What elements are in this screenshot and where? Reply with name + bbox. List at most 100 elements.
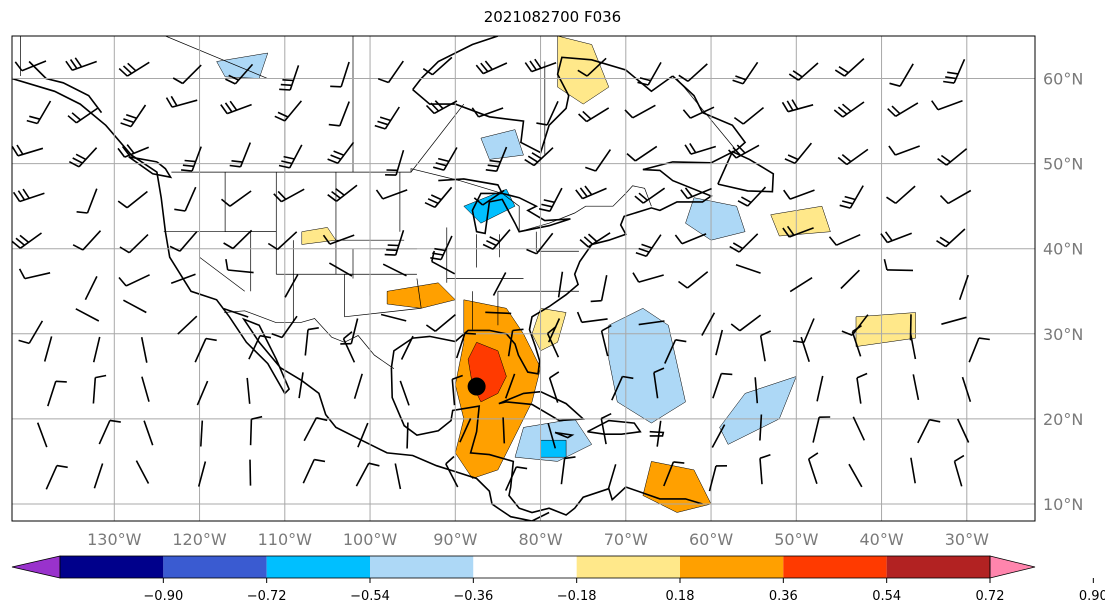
wind-barb bbox=[375, 189, 408, 200]
wind-barb bbox=[732, 61, 759, 85]
wind-barb bbox=[492, 272, 507, 296]
longitude-tick-label: 90°W bbox=[433, 530, 477, 549]
wind-barb bbox=[330, 61, 350, 88]
longitude-ticks: 130°W 120°W 110°W 100°W 90°W 80°W 70°W 60°W 50°W… bbox=[87, 530, 989, 549]
jamaica-outline bbox=[554, 431, 575, 439]
wind-barb bbox=[678, 63, 708, 82]
wind-barb bbox=[956, 418, 970, 443]
wind-barb bbox=[910, 457, 916, 484]
colorbar-level-label: 0.36 bbox=[769, 589, 798, 604]
wind-barb bbox=[135, 460, 150, 484]
wind-barb bbox=[936, 228, 966, 248]
wind-barb bbox=[546, 325, 560, 358]
wind-barb bbox=[459, 418, 472, 443]
wind-barb bbox=[200, 420, 204, 447]
wind-barb bbox=[682, 106, 715, 119]
wind-barb bbox=[754, 377, 759, 404]
wind-barb bbox=[958, 274, 969, 300]
wind-barb bbox=[961, 376, 972, 403]
wind-barb bbox=[912, 374, 920, 401]
wind-barb bbox=[578, 107, 610, 123]
wind-barb bbox=[917, 418, 941, 444]
longitude-tick-label: 30°W bbox=[945, 530, 989, 549]
colorbar-swatch bbox=[783, 556, 887, 578]
us-canada-border bbox=[171, 168, 652, 233]
wind-barb bbox=[68, 147, 98, 168]
wind-barb bbox=[708, 465, 728, 492]
colorbar-swatch bbox=[60, 556, 164, 578]
wind-barb bbox=[76, 188, 98, 214]
wind-barb bbox=[611, 375, 634, 401]
colorbar-swatch bbox=[370, 556, 474, 578]
negative-anomaly-nova-scotia bbox=[685, 197, 746, 241]
longitude-tick-label: 100°W bbox=[343, 530, 398, 549]
wind-barb bbox=[547, 423, 557, 449]
map-title: 2021082700 F036 bbox=[483, 8, 622, 26]
wind-barb bbox=[473, 189, 505, 206]
wind-barb bbox=[174, 186, 197, 212]
wind-barb bbox=[931, 100, 963, 111]
wind-barb bbox=[941, 316, 967, 325]
colorbar-extend-low bbox=[11, 555, 61, 579]
state-border bbox=[199, 256, 245, 292]
wind-barb bbox=[279, 65, 300, 91]
wind-barb bbox=[968, 337, 990, 363]
wind-barb bbox=[248, 334, 272, 360]
wind-barb bbox=[759, 453, 771, 485]
gulf-caribbean-coastline bbox=[390, 367, 703, 516]
wind-barb bbox=[600, 324, 612, 357]
wind-barb bbox=[576, 311, 608, 324]
wind-barb bbox=[197, 461, 207, 487]
wind-barb bbox=[538, 187, 563, 212]
wind-barb bbox=[888, 145, 920, 156]
wind-barb bbox=[169, 230, 198, 252]
newfoundland-outline bbox=[717, 150, 775, 193]
positive-anomaly-mid-atlantic bbox=[855, 312, 916, 347]
wind-barb bbox=[98, 419, 121, 445]
wind-barb bbox=[759, 414, 763, 441]
wind-barb bbox=[624, 104, 656, 119]
anomaly-field bbox=[216, 36, 916, 513]
latitude-tick-label: 40°N bbox=[1043, 240, 1083, 259]
negative-anomaly-hudson bbox=[480, 129, 524, 160]
wind-barb bbox=[267, 231, 298, 251]
wind-barb bbox=[507, 328, 524, 357]
wind-barb bbox=[712, 372, 733, 399]
wind-barb bbox=[406, 422, 409, 449]
wind-barb bbox=[733, 106, 765, 125]
wind-barb bbox=[342, 331, 356, 363]
wind-barb bbox=[120, 104, 147, 128]
wind-barb bbox=[684, 142, 717, 155]
wind-barb bbox=[502, 417, 506, 444]
wind-barb bbox=[170, 273, 196, 285]
wind-barb bbox=[807, 452, 819, 484]
wind-barb bbox=[560, 456, 576, 485]
negative-anomaly-tropical bbox=[719, 375, 797, 445]
wind-barb bbox=[663, 461, 685, 487]
province-border bbox=[165, 36, 268, 79]
state-border bbox=[416, 278, 422, 309]
wind-barb bbox=[374, 106, 400, 130]
wind-barb bbox=[43, 336, 53, 362]
wind-barb bbox=[329, 262, 353, 277]
wind-barb bbox=[851, 325, 862, 357]
wind-barb bbox=[47, 380, 67, 407]
coastlines bbox=[12, 36, 775, 521]
colorbar-level-label: −0.18 bbox=[557, 589, 597, 604]
wind-barb bbox=[119, 234, 149, 254]
colorbar-swatch bbox=[576, 556, 680, 578]
wind-barb bbox=[273, 188, 305, 203]
wind-barb bbox=[225, 258, 254, 274]
wind-barb bbox=[548, 371, 560, 403]
wind-barb bbox=[425, 313, 456, 332]
wind-barb bbox=[848, 463, 863, 488]
wind-barb bbox=[653, 367, 665, 399]
wind-barb bbox=[194, 337, 217, 363]
latitude-tick-label: 60°N bbox=[1043, 70, 1083, 89]
wind-barb bbox=[246, 377, 251, 404]
positive-anomaly-plains bbox=[386, 282, 456, 309]
wind-barb bbox=[451, 374, 463, 406]
wind-barb bbox=[322, 234, 355, 245]
wind-barb bbox=[664, 339, 687, 364]
